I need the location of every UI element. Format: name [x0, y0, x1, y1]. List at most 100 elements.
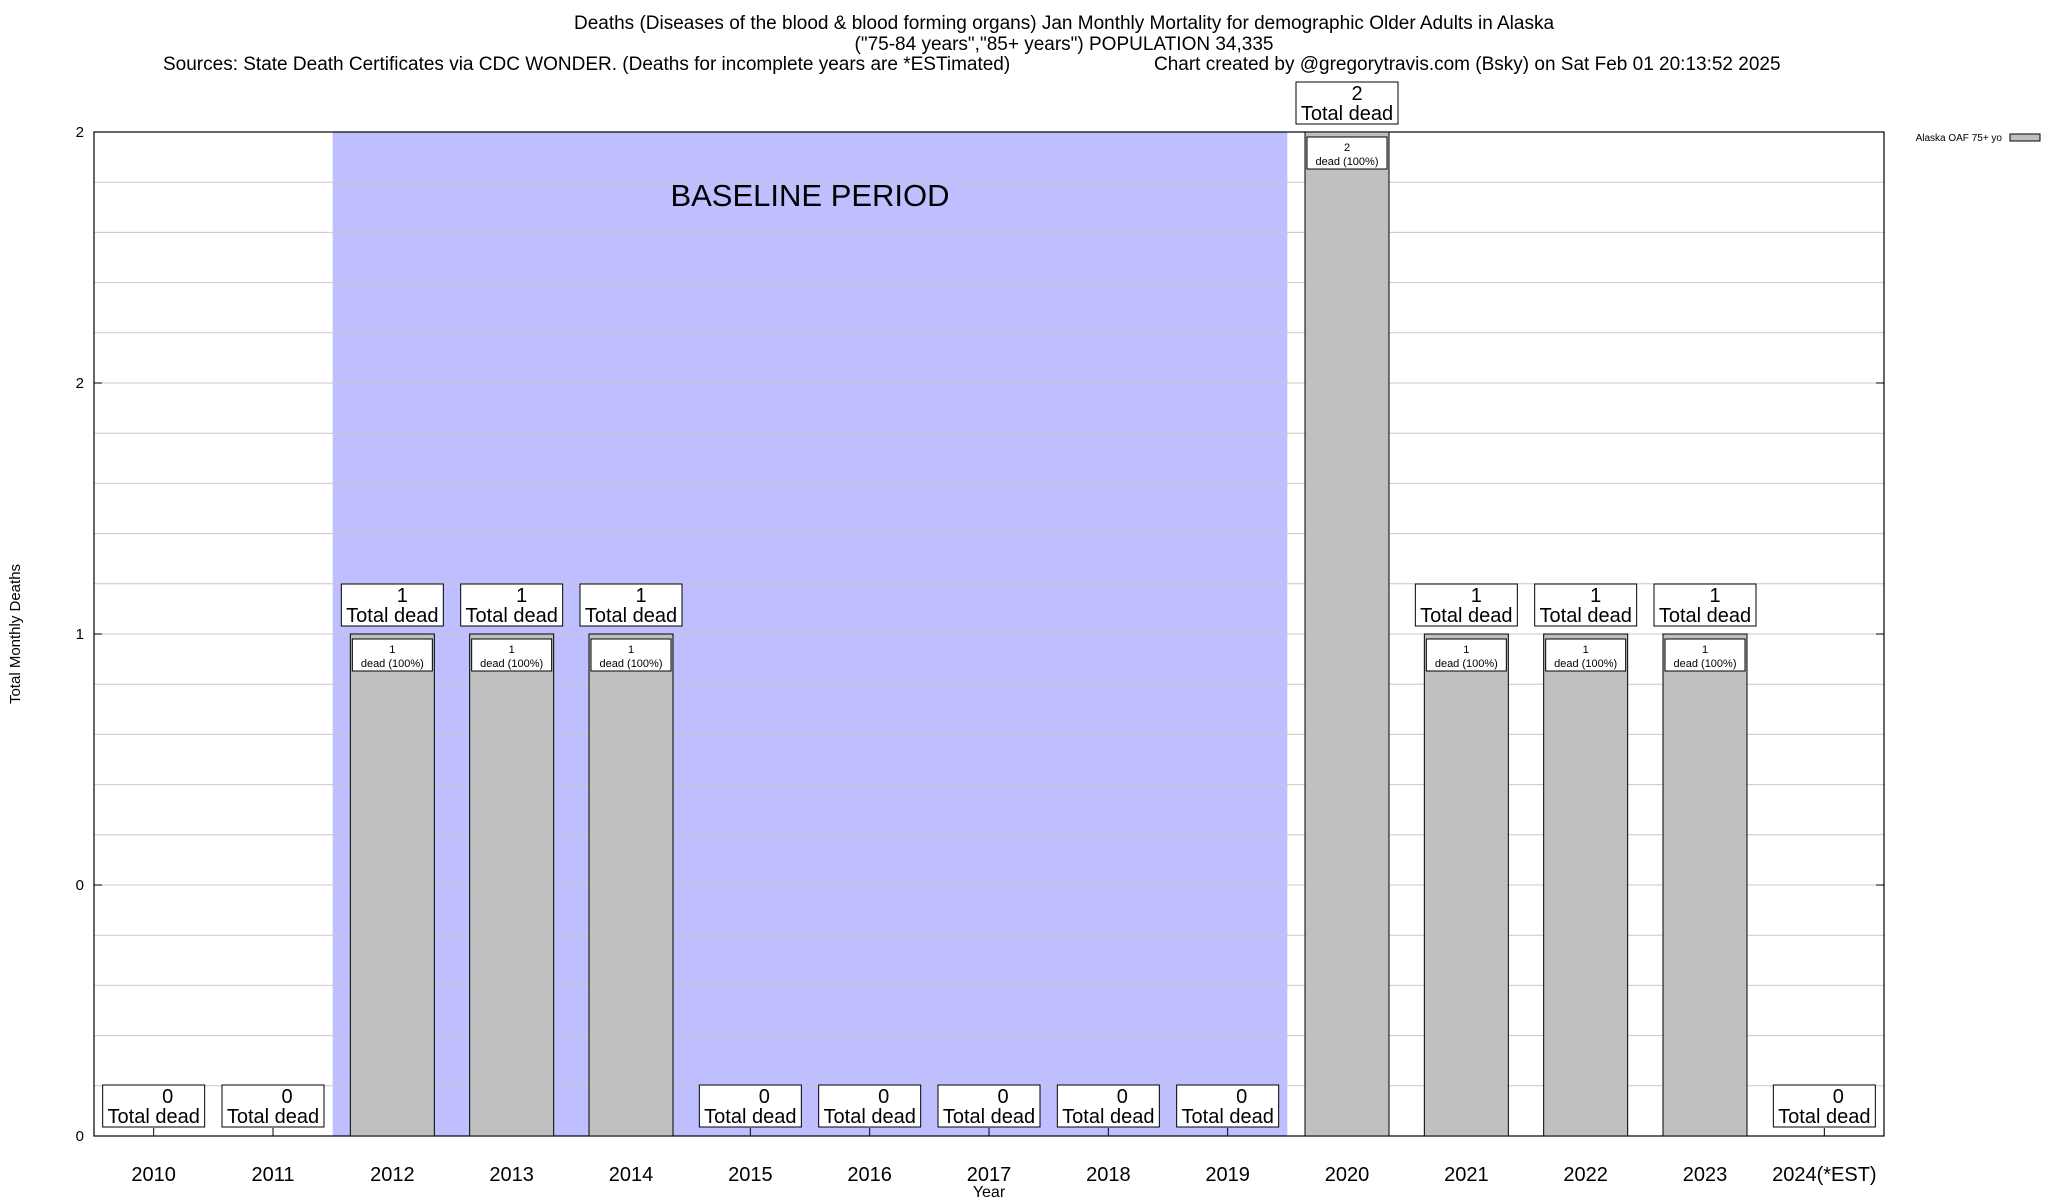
- chart-sources: Sources: State Death Certificates via CD…: [163, 54, 1011, 75]
- bar-total-label-box: [818, 1084, 922, 1128]
- bar-total-label-box: [937, 1084, 1041, 1128]
- bar-inner-count: 1: [628, 644, 634, 656]
- bar-inner-label-box: [471, 638, 553, 672]
- bar-total-value: 1: [516, 585, 527, 607]
- bar-total-label-box: [102, 1084, 206, 1128]
- bar-total-label: Total dead: [704, 1106, 796, 1128]
- y-tick-label: 1: [76, 626, 84, 643]
- x-tick-label: 2011: [251, 1164, 294, 1186]
- bar-total-label: Total dead: [227, 1106, 319, 1128]
- bar-total-label: Total dead: [1540, 605, 1632, 627]
- bar-inner-count: 1: [509, 644, 515, 656]
- bar-inner-count: 1: [1702, 644, 1708, 656]
- bar-total-label-box: [340, 583, 444, 627]
- bar-total-value: 0: [1117, 1086, 1128, 1108]
- bar-total-value: 1: [397, 585, 408, 607]
- bar-inner-label-box: [1664, 638, 1746, 672]
- bar-total-label: Total dead: [1062, 1106, 1154, 1128]
- x-tick-label: 2013: [489, 1164, 534, 1186]
- bar-total-label-box: [1056, 1084, 1160, 1128]
- y-tick-label: 2: [76, 124, 84, 141]
- bar-total-label-box: [579, 583, 683, 627]
- bar-inner-label: dead (100%): [480, 658, 543, 670]
- y-tick-label: 2: [76, 375, 84, 392]
- bar-total-value: 1: [635, 585, 646, 607]
- baseline-label: BASELINE PERIOD: [670, 178, 949, 213]
- bar-inner-label: dead (100%): [1554, 658, 1617, 670]
- bar-inner-label-box: [351, 638, 433, 672]
- x-tick-label: 2016: [847, 1164, 892, 1186]
- x-tick-label: 2022: [1563, 1164, 1608, 1186]
- x-tick-label: 2023: [1683, 1164, 1728, 1186]
- bar-inner-label: dead (100%): [361, 658, 424, 670]
- bar-total-value: 1: [1709, 585, 1720, 607]
- bar-total-value: 0: [281, 1086, 292, 1108]
- bar-total-value: 0: [162, 1086, 173, 1108]
- x-tick-label: 2010: [131, 1164, 176, 1186]
- y-axis-title: Total Monthly Deaths: [7, 564, 24, 704]
- bar-total-label: Total dead: [466, 605, 558, 627]
- bar-total-label: Total dead: [824, 1106, 916, 1128]
- bar-inner-count: 1: [1583, 644, 1589, 656]
- chart-title: Deaths (Diseases of the blood & blood fo…: [573, 13, 1555, 34]
- bar-total-label-box: [1653, 583, 1757, 627]
- bar-inner-count: 1: [389, 644, 395, 656]
- bar-total-label-box: [698, 1084, 802, 1128]
- x-tick-label: 2019: [1205, 1164, 1250, 1186]
- bar: [469, 633, 555, 1137]
- x-tick-label: 2024(*EST): [1772, 1164, 1877, 1186]
- bar-inner-label: dead (100%): [1316, 156, 1379, 168]
- bar-inner-count: 1: [1463, 644, 1469, 656]
- bar-total-label: Total dead: [1182, 1106, 1274, 1128]
- bar-total-label: Total dead: [1301, 103, 1393, 125]
- bar-total-value: 0: [1833, 1086, 1844, 1108]
- bar-total-label: Total dead: [108, 1106, 200, 1128]
- bar-total-value: 0: [878, 1086, 889, 1108]
- bar-total-label-box: [1295, 81, 1399, 125]
- bar-inner-label-box: [1545, 638, 1627, 672]
- bar-inner-label-box: [1306, 136, 1388, 170]
- y-tick-label: 0: [76, 877, 84, 894]
- x-tick-label: 2018: [1086, 1164, 1131, 1186]
- bar-total-label-box: [1772, 1084, 1876, 1128]
- bar-total-label-box: [221, 1084, 325, 1128]
- bar: [1662, 633, 1748, 1137]
- x-axis-title: Year: [973, 1184, 1006, 1200]
- bar-total-value: 1: [1590, 585, 1601, 607]
- bar-total-label: Total dead: [1659, 605, 1751, 627]
- bar: [1423, 633, 1509, 1137]
- chart-subtitle: ("75-84 years","85+ years") POPULATION 3…: [854, 34, 1274, 55]
- bar-total-label: Total dead: [943, 1106, 1035, 1128]
- bar-total-label-box: [1176, 1084, 1280, 1128]
- y-tick-label: 0: [76, 1128, 84, 1145]
- bar-inner-label: dead (100%): [1435, 658, 1498, 670]
- bar-total-label: Total dead: [585, 605, 677, 627]
- bar: [1543, 633, 1629, 1137]
- bar-total-label: Total dead: [346, 605, 438, 627]
- bar: [1304, 131, 1390, 1137]
- bar-total-label-box: [1414, 583, 1518, 627]
- legend-swatch: [2009, 133, 2041, 142]
- bar-inner-label: dead (100%): [600, 658, 663, 670]
- bar: [588, 633, 674, 1137]
- bar-total-value: 0: [997, 1086, 1008, 1108]
- bar-total-label-box: [460, 583, 564, 627]
- bar-inner-label-box: [1425, 638, 1507, 672]
- x-tick-label: 2015: [728, 1164, 773, 1186]
- x-tick-label: 2014: [609, 1164, 654, 1186]
- x-tick-label: 2021: [1444, 1164, 1489, 1186]
- bar-total-value: 0: [759, 1086, 770, 1108]
- bar-total-value: 2: [1351, 83, 1362, 105]
- bar-total-value: 1: [1471, 585, 1482, 607]
- x-tick-label: 2017: [967, 1164, 1012, 1186]
- legend-label: Alaska OAF 75+ yo: [1916, 133, 2003, 144]
- bar-inner-count: 2: [1344, 142, 1350, 154]
- bar-total-label: Total dead: [1420, 605, 1512, 627]
- bar-inner-label: dead (100%): [1674, 658, 1737, 670]
- bar-total-value: 0: [1236, 1086, 1247, 1108]
- x-tick-label: 2012: [370, 1164, 415, 1186]
- bar-total-label: Total dead: [1778, 1106, 1870, 1128]
- bar-inner-label-box: [590, 638, 672, 672]
- bar-total-label-box: [1534, 583, 1638, 627]
